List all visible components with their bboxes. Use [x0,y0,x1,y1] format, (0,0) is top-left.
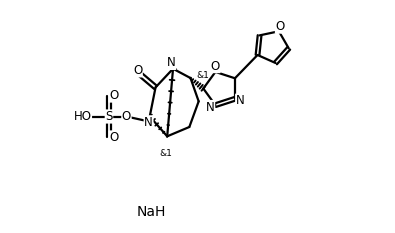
Text: O: O [109,89,118,102]
Text: HO: HO [73,110,92,123]
Text: &1: &1 [196,71,209,80]
Text: O: O [211,60,220,73]
Text: N: N [167,56,175,69]
Text: &1: &1 [160,149,173,158]
Text: N: N [144,116,153,129]
Text: O: O [122,110,131,123]
Text: O: O [109,131,118,144]
Text: N: N [236,94,245,107]
Text: O: O [275,20,285,33]
Text: NaH: NaH [136,205,166,219]
Text: S: S [105,110,113,123]
Text: N: N [206,100,214,113]
Text: O: O [133,64,142,77]
